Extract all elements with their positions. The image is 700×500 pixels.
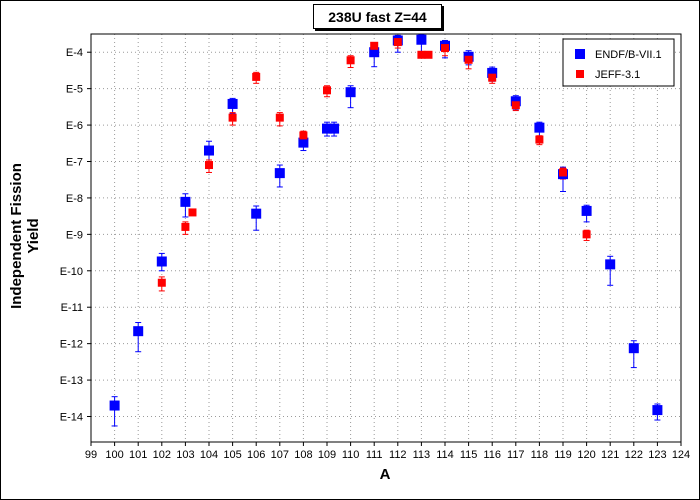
x-tick-label: 104 (200, 449, 218, 461)
data-point (535, 135, 544, 144)
x-tick-label: 118 (531, 449, 549, 461)
legend-box (562, 38, 675, 87)
data-point (487, 67, 498, 78)
y-tick-label: E-10 (60, 266, 83, 278)
y-tick-label: E-12 (60, 339, 83, 351)
y-tick-label: E-4 (66, 47, 83, 59)
data-point (133, 326, 144, 337)
data-point (417, 50, 426, 59)
x-tick-label: 103 (176, 449, 194, 461)
data-point (416, 34, 427, 45)
data-point (157, 278, 166, 287)
data-point (205, 161, 213, 170)
data-point (299, 131, 308, 140)
grid (91, 34, 681, 442)
y-axis-label: Independent Fission Yield (8, 163, 42, 309)
data-point (346, 56, 355, 65)
data-point (274, 168, 285, 179)
x-tick-label: 112 (389, 449, 407, 461)
data-point (534, 122, 545, 133)
legend-label: JEFF-3.1 (595, 69, 640, 81)
x-tick-label: 121 (601, 449, 619, 461)
data-point (652, 405, 663, 416)
legend-label: ENDF/B-VII.1 (595, 49, 662, 61)
data-point (393, 38, 402, 47)
x-tick-label: 113 (413, 449, 431, 461)
x-tick-label: 101 (129, 449, 147, 461)
plot-area (90, 33, 682, 443)
y-axis: E-4 E-5 E-6 E-7 E-8 E-9 E-10 E-11 E-12 E-13 E-14 (60, 47, 91, 424)
x-tick-label: 116 (483, 449, 501, 461)
x-tick-label: 106 (247, 449, 265, 461)
data-point (323, 86, 331, 95)
legend-marker (575, 49, 585, 59)
data-point (511, 101, 520, 110)
x-tick-label: 108 (294, 449, 312, 461)
data-point (251, 208, 262, 219)
x-tick-label: 117 (507, 449, 525, 461)
x-tick-label: 107 (271, 449, 289, 461)
data-point (441, 44, 449, 53)
x-axis: 99 100 101 102 103 104 105 106 107 108 109 110 111 11… (85, 442, 690, 461)
data-point (345, 87, 356, 98)
data-point (228, 113, 237, 122)
data-markers (109, 34, 663, 416)
legend-marker (576, 70, 584, 78)
x-tick-label: 99 (85, 449, 97, 461)
x-tick-label: 115 (460, 449, 478, 461)
data-point (329, 123, 340, 134)
x-tick-label: 123 (648, 449, 666, 461)
data-point (252, 72, 261, 81)
data-point (464, 55, 473, 64)
x-tick-label: 111 (366, 449, 383, 461)
data-point (180, 196, 191, 207)
data-point (559, 168, 567, 177)
data-point (181, 222, 190, 231)
x-tick-label: 105 (223, 449, 241, 461)
data-point (424, 50, 433, 59)
x-tick-label: 110 (342, 449, 360, 461)
chart-title: 238U fast Z=44 (313, 4, 442, 29)
x-tick-label: 119 (554, 449, 572, 461)
data-point (488, 73, 497, 82)
data-point (204, 145, 214, 156)
data-point (275, 113, 284, 122)
y-tick-label: E-6 (66, 120, 83, 132)
x-tick-label: 114 (436, 449, 454, 461)
y-tick-label: E-8 (66, 193, 83, 205)
data-point (370, 41, 379, 50)
x-tick-label: 120 (577, 449, 595, 461)
y-tick-label: E-13 (60, 375, 83, 387)
error-bars (111, 34, 661, 427)
data-point (298, 137, 309, 148)
data-point (605, 259, 616, 270)
x-tick-label: 124 (672, 449, 690, 461)
data-point (581, 205, 592, 216)
x-tick-label: 100 (105, 449, 123, 461)
y-tick-label: E-5 (66, 84, 83, 96)
data-point (628, 343, 639, 354)
data-point (369, 47, 380, 58)
x-axis-label: A (379, 466, 391, 483)
data-point (227, 98, 238, 109)
data-point (188, 208, 197, 217)
y-tick-label: E-14 (60, 412, 83, 424)
data-point (156, 256, 167, 267)
x-tick-label: 102 (153, 449, 171, 461)
legend: ENDF/B-VII.1 JEFF-3.1 (562, 38, 675, 87)
x-tick-label: 122 (625, 449, 643, 461)
data-point (322, 123, 332, 134)
y-tick-label: E-11 (61, 302, 83, 314)
data-point (582, 230, 591, 239)
x-tick-label: 109 (318, 449, 336, 461)
y-tick-label: E-9 (66, 229, 83, 241)
data-point (109, 400, 120, 411)
y-tick-label: E-7 (66, 157, 83, 169)
